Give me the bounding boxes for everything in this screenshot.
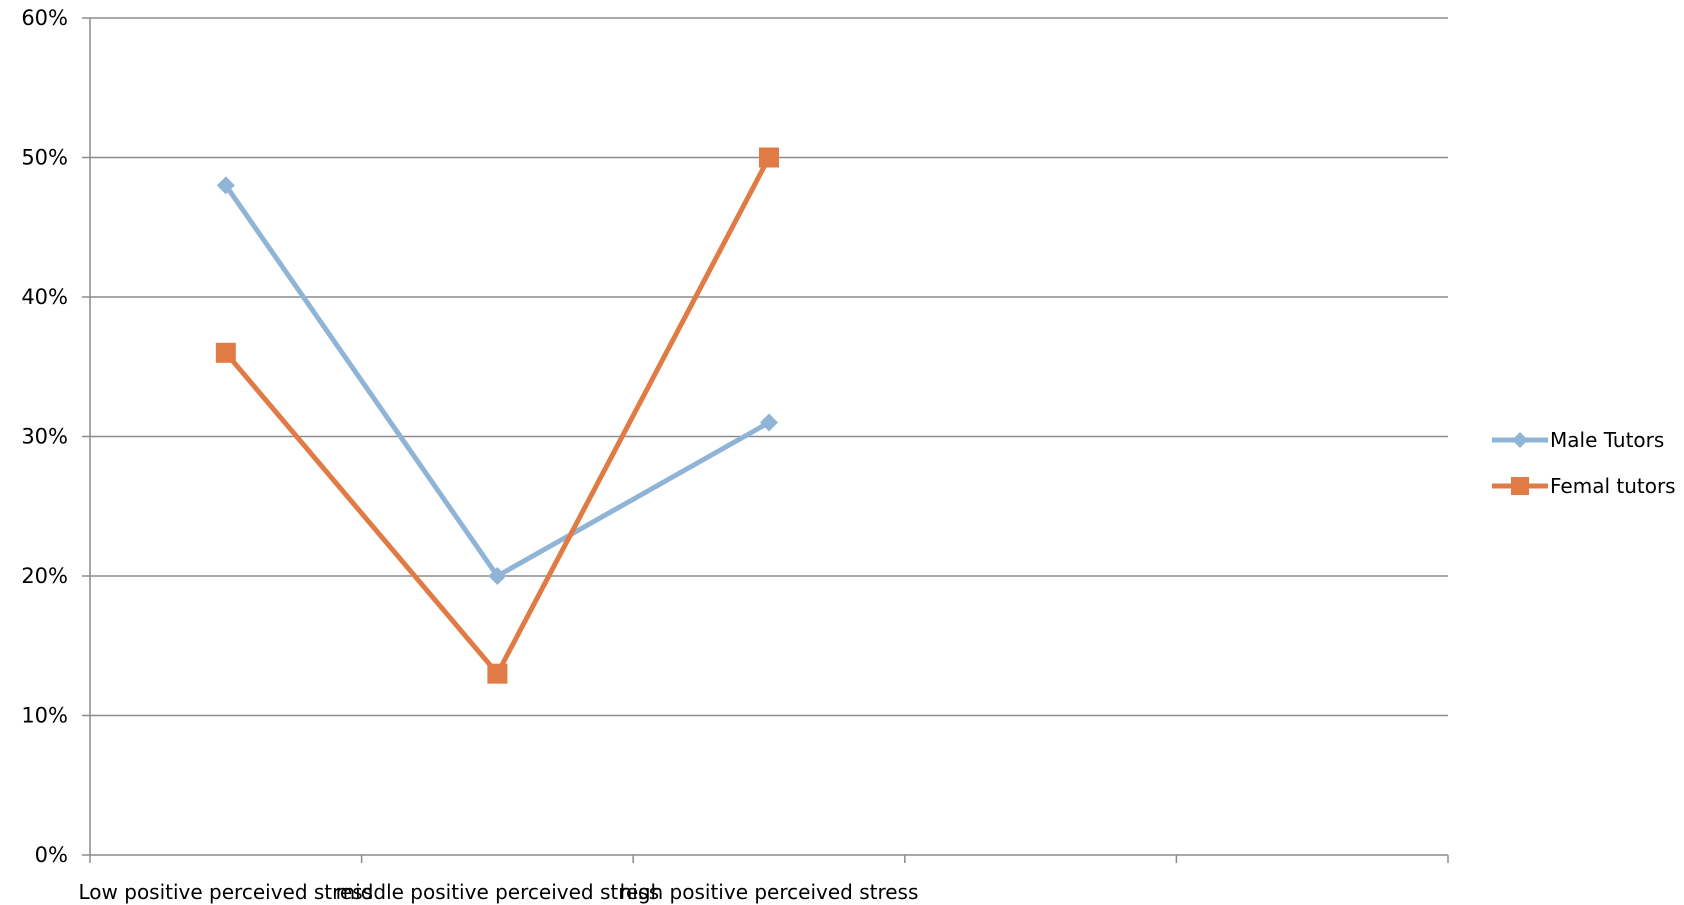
data-point-diamond bbox=[488, 567, 507, 585]
series-1 bbox=[216, 176, 778, 585]
data-point-diamond bbox=[760, 413, 778, 432]
y-tick-label: 30% bbox=[21, 425, 68, 449]
y-axis-ticks: 0% 10% 20% 30% 40% 50% 60% bbox=[21, 6, 90, 867]
series-line bbox=[223, 155, 772, 677]
y-tick-label: 0% bbox=[35, 843, 68, 867]
y-tick-label: 50% bbox=[21, 146, 68, 170]
x-tick-label: middle positive perceived stress bbox=[336, 880, 659, 904]
x-tick-label: high positive perceived stress bbox=[620, 880, 919, 904]
data-point-square bbox=[215, 342, 236, 363]
y-tick-label: 40% bbox=[21, 285, 68, 309]
data-point-square bbox=[487, 663, 508, 684]
data-point-square bbox=[759, 147, 779, 168]
legend-marker-square bbox=[1511, 477, 1529, 495]
series-2 bbox=[215, 147, 779, 684]
legend-marker-diamond bbox=[1512, 432, 1528, 448]
x-tick-label: Low positive perceived stress bbox=[79, 880, 374, 904]
legend: Male Tutors Femal tutors bbox=[1492, 428, 1676, 498]
series-group bbox=[215, 147, 779, 684]
gridlines bbox=[90, 17, 1448, 717]
legend-item: Male Tutors bbox=[1492, 428, 1664, 452]
series-line bbox=[223, 182, 772, 579]
legend-item: Femal tutors bbox=[1492, 474, 1676, 498]
legend-label: Male Tutors bbox=[1550, 428, 1664, 452]
data-point-diamond bbox=[216, 176, 235, 195]
y-tick-label: 20% bbox=[21, 564, 68, 588]
y-tick-label: 10% bbox=[21, 704, 68, 728]
y-tick-label: 60% bbox=[21, 6, 68, 30]
legend-label: Femal tutors bbox=[1550, 474, 1676, 498]
